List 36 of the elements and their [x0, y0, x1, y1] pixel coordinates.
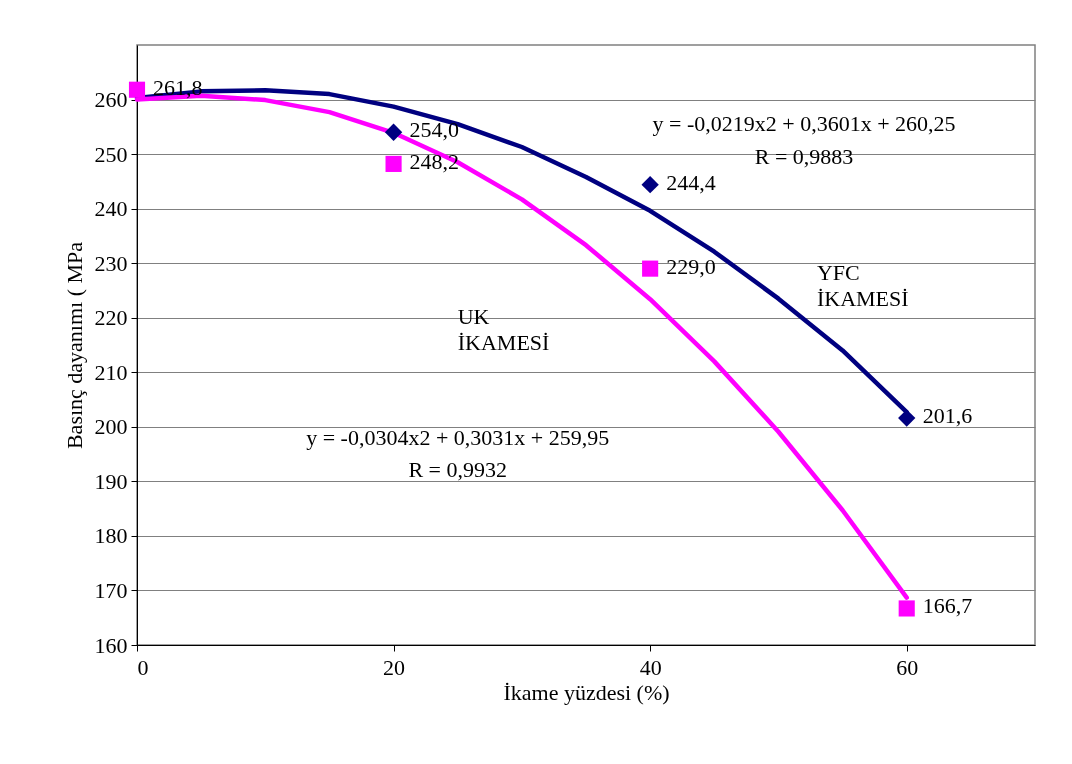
x-tick-label: 40: [639, 654, 662, 680]
y-tick-label: 200: [94, 414, 128, 440]
y-tick-label: 250: [94, 141, 128, 167]
annotation: R = 0,9883: [754, 143, 854, 169]
point: [642, 260, 659, 277]
data-label: 244,4: [666, 169, 716, 195]
point: [898, 600, 915, 617]
y-tick-label: 210: [94, 359, 128, 385]
point: [385, 155, 402, 172]
y-axis-title: Basınç dayanımı ( MPa: [61, 241, 87, 450]
annotation: R = 0,9932: [408, 457, 508, 483]
point: [898, 409, 916, 427]
point: [641, 175, 659, 194]
x-axis-title: İkame yüzdesi (%): [503, 679, 670, 705]
y-tick-label: 230: [94, 250, 128, 276]
y-tick-label: 180: [94, 523, 128, 549]
data-label: 254,0: [409, 117, 460, 143]
data-label: 166,7: [922, 593, 973, 619]
y-tick-label: 190: [94, 468, 128, 494]
y-tick-label: 220: [94, 305, 128, 331]
point: [128, 81, 146, 98]
y-tick-label: 160: [94, 632, 128, 658]
y-tick-label: 240: [94, 196, 128, 222]
x-tick-label: 20: [383, 654, 406, 680]
annotation: y = -0,0219x2 + 0,3601x + 260,25: [652, 111, 956, 137]
x-tick-label: 60: [896, 654, 919, 680]
annotation: UK İKAMESİ: [457, 303, 550, 355]
data-label: 229,0: [666, 253, 716, 279]
annotation: YFC İKAMESİ: [816, 260, 909, 312]
y-tick-label: 170: [94, 577, 128, 603]
data-label: 201,6: [922, 403, 973, 429]
x-tick-label: 0: [137, 654, 149, 680]
data-label: 248,2: [409, 148, 460, 174]
annotation: y = -0,0304x2 + 0,3031x + 259,95: [306, 424, 610, 450]
y-tick-label: 260: [94, 87, 128, 113]
point: [384, 123, 403, 141]
